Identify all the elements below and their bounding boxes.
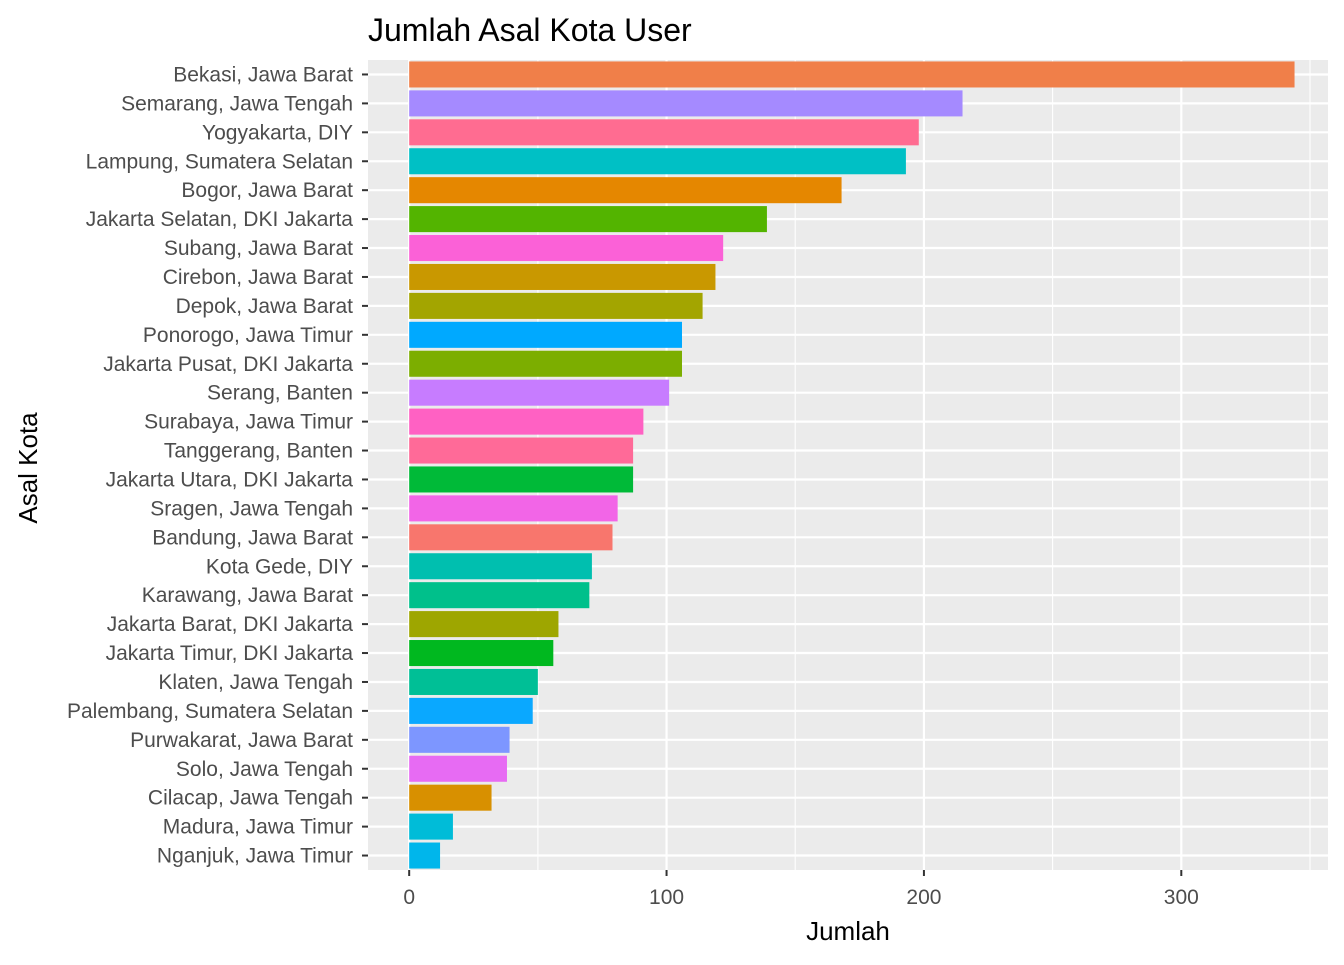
bars	[409, 61, 1295, 869]
y-tick-label: Bogor, Jawa Barat	[181, 179, 353, 202]
y-tick-label: Klaten, Jawa Tengah	[158, 671, 353, 694]
y-tick-label: Madura, Jawa Timur	[163, 816, 353, 839]
bar	[409, 235, 724, 262]
y-tick-label: Serang, Banten	[207, 382, 353, 405]
y-tick-label: Kota Gede, DIY	[206, 555, 353, 578]
y-tick-label: Ponorogo, Jawa Timur	[143, 324, 353, 347]
bar	[409, 177, 842, 204]
x-tick-label: 200	[906, 886, 941, 909]
y-tick-label: Cilacap, Jawa Tengah	[148, 787, 353, 810]
y-tick-label: Jakarta Barat, DKI Jakarta	[107, 613, 354, 636]
bar	[409, 582, 590, 609]
y-tick-label: Semarang, Jawa Tengah	[121, 92, 353, 115]
y-tick-label: Yogyakarta, DIY	[202, 121, 353, 144]
y-tick-label: Sragen, Jawa Tengah	[150, 497, 353, 520]
x-axis-title: Jumlah	[806, 916, 890, 946]
x-axis: 0 100 200 300	[403, 870, 1199, 909]
bar	[409, 640, 554, 667]
bar	[409, 726, 510, 753]
y-axis-title: Asal Kota	[13, 412, 43, 524]
bar	[409, 379, 670, 406]
bar	[409, 755, 507, 782]
bar	[409, 466, 634, 493]
y-tick-label: Jakarta Utara, DKI Jakarta	[106, 468, 354, 491]
y-tick-label: Purwakarat, Jawa Barat	[130, 729, 353, 752]
bar	[409, 292, 703, 319]
bar	[409, 524, 613, 551]
bar	[409, 119, 919, 146]
bar	[409, 206, 767, 233]
y-tick-label: Nganjuk, Jawa Timur	[157, 845, 353, 868]
y-tick-label: Subang, Jawa Barat	[164, 237, 353, 260]
y-tick-label: Jakarta Timur, DKI Jakarta	[106, 642, 354, 665]
bar	[409, 408, 644, 435]
y-tick-label: Tanggerang, Banten	[164, 440, 353, 463]
x-tick-label: 100	[649, 886, 684, 909]
bar	[409, 350, 682, 377]
y-tick-label: Solo, Jawa Tengah	[176, 758, 353, 781]
bar	[409, 842, 441, 869]
bar	[409, 668, 538, 695]
x-tick-label: 300	[1164, 886, 1199, 909]
bar	[409, 495, 618, 522]
bar	[409, 611, 559, 638]
x-tick-label: 0	[403, 886, 415, 909]
chart-title: Jumlah Asal Kota User	[368, 12, 692, 48]
y-tick-label: Bekasi, Jawa Barat	[173, 63, 353, 86]
bar	[409, 553, 592, 580]
y-tick-label: Karawang, Jawa Barat	[142, 584, 353, 607]
bar	[409, 697, 533, 724]
bar	[409, 263, 716, 290]
bar	[409, 321, 682, 348]
y-axis: Bekasi, Jawa Barat Semarang, Jawa Tengah Y…	[67, 63, 368, 868]
y-tick-label: Jakarta Pusat, DKI Jakarta	[103, 353, 353, 376]
bar	[409, 813, 453, 840]
y-tick-label: Bandung, Jawa Barat	[152, 526, 353, 549]
y-tick-label: Lampung, Sumatera Selatan	[86, 150, 353, 173]
y-tick-label: Palembang, Sumatera Selatan	[67, 700, 353, 723]
y-tick-label: Cirebon, Jawa Barat	[163, 266, 353, 289]
bar	[409, 148, 906, 175]
y-tick-label: Surabaya, Jawa Timur	[144, 411, 353, 434]
y-tick-label: Jakarta Selatan, DKI Jakarta	[86, 208, 354, 231]
y-tick-label: Depok, Jawa Barat	[176, 295, 354, 318]
bar	[409, 90, 963, 117]
bar	[409, 61, 1295, 88]
bar	[409, 437, 634, 464]
bar	[409, 784, 492, 811]
